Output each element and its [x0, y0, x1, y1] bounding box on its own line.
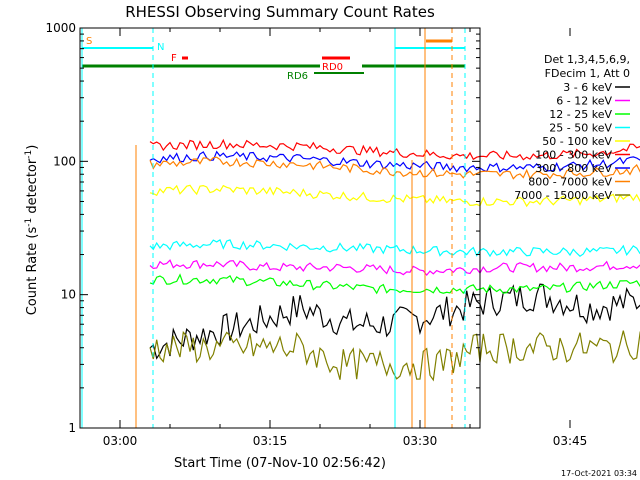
annotation-s: S — [86, 36, 92, 47]
legend-header-line2: FDecim 1, Att 0 — [545, 67, 630, 80]
legend-label: 100 - 300 keV — [535, 149, 612, 162]
series-group — [149, 138, 640, 382]
series-line-1 — [149, 283, 640, 360]
legend-label: 12 - 25 keV — [549, 108, 612, 121]
legend-label: 50 - 100 keV — [542, 135, 612, 148]
annotation-group: S N F RD0 RD6 — [81, 28, 466, 428]
annotation-rd6: RD6 — [287, 71, 308, 82]
chart-title: RHESSI Observing Summary Count Rates — [125, 3, 435, 21]
legend-label: 3 - 6 keV — [563, 81, 612, 94]
series-line-8 — [149, 156, 640, 180]
series-line-2 — [149, 259, 640, 277]
series-line-4 — [149, 239, 640, 258]
series-line-7 — [149, 150, 640, 173]
x-axis-label: Start Time (07-Nov-10 02:56:42) — [174, 456, 386, 471]
y-tick-label: 1 — [68, 421, 76, 435]
x-tick-label: 03:15 — [253, 434, 288, 448]
legend-label: 800 - 7000 keV — [528, 176, 612, 189]
legend-label: 25 - 50 keV — [549, 122, 612, 135]
y-tick-label: 10 — [61, 288, 76, 302]
annotation-f: F — [171, 53, 177, 64]
series-line-5 — [149, 184, 640, 208]
x-tick-label: 03:30 — [403, 434, 438, 448]
plot-frame — [79, 27, 481, 429]
series-line-3 — [149, 273, 640, 295]
footer-timestamp: 17-Oct-2021 03:34 — [561, 469, 637, 478]
legend-label: 7000 - 15000 keV — [514, 189, 612, 202]
legend-label: 300 - 800 keV — [535, 162, 612, 175]
x-tick-label: 03:00 — [103, 434, 138, 448]
x-tick-label: 03:45 — [553, 434, 588, 448]
annotation-rd0: RD0 — [322, 62, 343, 73]
series-line-9 — [149, 330, 640, 382]
axes-group: 110100100003:0003:1503:3003:4504:0004:15… — [45, 21, 588, 448]
y-tick-label: 100 — [53, 154, 76, 168]
series-line-6 — [149, 138, 640, 161]
legend-header-line1: Det 1,3,4,5,6,9, — [544, 53, 630, 66]
annotation-n: N — [157, 42, 164, 53]
legend-label: 6 - 12 keV — [556, 95, 612, 108]
y-tick-label: 1000 — [45, 21, 76, 35]
y-axis-label: Count Rate (s-1 detector-1) — [24, 145, 40, 316]
